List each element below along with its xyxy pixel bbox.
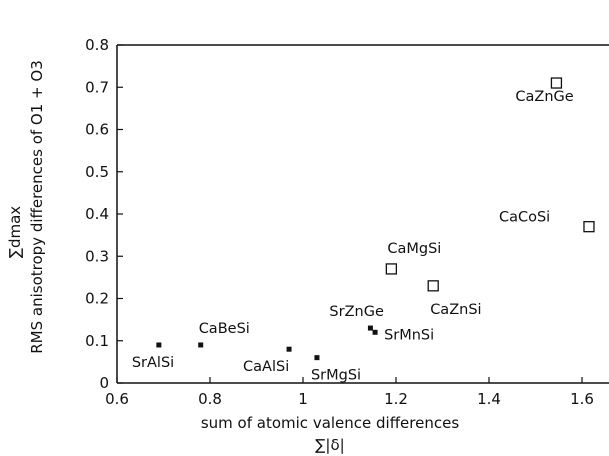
- x-axis-symbol: ∑|δ|: [315, 436, 344, 454]
- point-cabesi: [198, 342, 203, 347]
- point-caalsi: [287, 347, 292, 352]
- x-tick-label: 1.2: [384, 390, 408, 408]
- point-label-srmnsi: SrMnSi: [384, 327, 434, 343]
- point-label-caznge: CaZnGe: [515, 89, 573, 105]
- point-label-caznsi: CaZnSi: [430, 302, 481, 318]
- x-axis-title: sum of atomic valence differences: [201, 414, 459, 432]
- y-axis-title: RMS anisotropy differences of O1 + O3: [28, 60, 46, 354]
- x-tick-label: 1: [298, 390, 308, 408]
- x-tick-label: 1.4: [477, 390, 501, 408]
- point-label-srznge: SrZnGe: [329, 304, 384, 320]
- point-srmnsi: [373, 330, 378, 335]
- y-axis-symbol: ∑dmax: [6, 206, 24, 258]
- x-tick-label: 0.8: [198, 390, 222, 408]
- point-cacosi: [584, 222, 594, 232]
- point-label-camgsi: CaMgSi: [387, 241, 441, 257]
- y-tick-label: 0.8: [85, 36, 109, 54]
- point-caznsi: [428, 281, 438, 291]
- y-tick-label: 0.5: [85, 163, 109, 181]
- point-srznge: [368, 326, 373, 331]
- point-label-cabesi: CaBeSi: [199, 321, 250, 337]
- point-sralsi: [156, 342, 161, 347]
- y-tick-label: 0.7: [85, 78, 109, 96]
- y-tick-label: 0.2: [85, 290, 109, 308]
- point-label-caalsi: CaAlSi: [243, 359, 289, 375]
- y-tick-label: 0.3: [85, 247, 109, 265]
- x-tick-label: 1.6: [570, 390, 594, 408]
- y-tick-label: 0.4: [85, 205, 109, 223]
- point-caznge: [551, 78, 561, 88]
- point-label-sralsi: SrAlSi: [132, 355, 174, 371]
- point-srmgsi: [314, 355, 319, 360]
- point-label-cacosi: CaCoSi: [499, 210, 550, 226]
- point-label-srmgsi: SrMgSi: [311, 368, 361, 384]
- point-camgsi: [386, 264, 396, 274]
- y-tick-label: 0.6: [85, 121, 109, 139]
- y-tick-label: 0.1: [85, 332, 109, 350]
- x-tick-label: 0.6: [105, 390, 129, 408]
